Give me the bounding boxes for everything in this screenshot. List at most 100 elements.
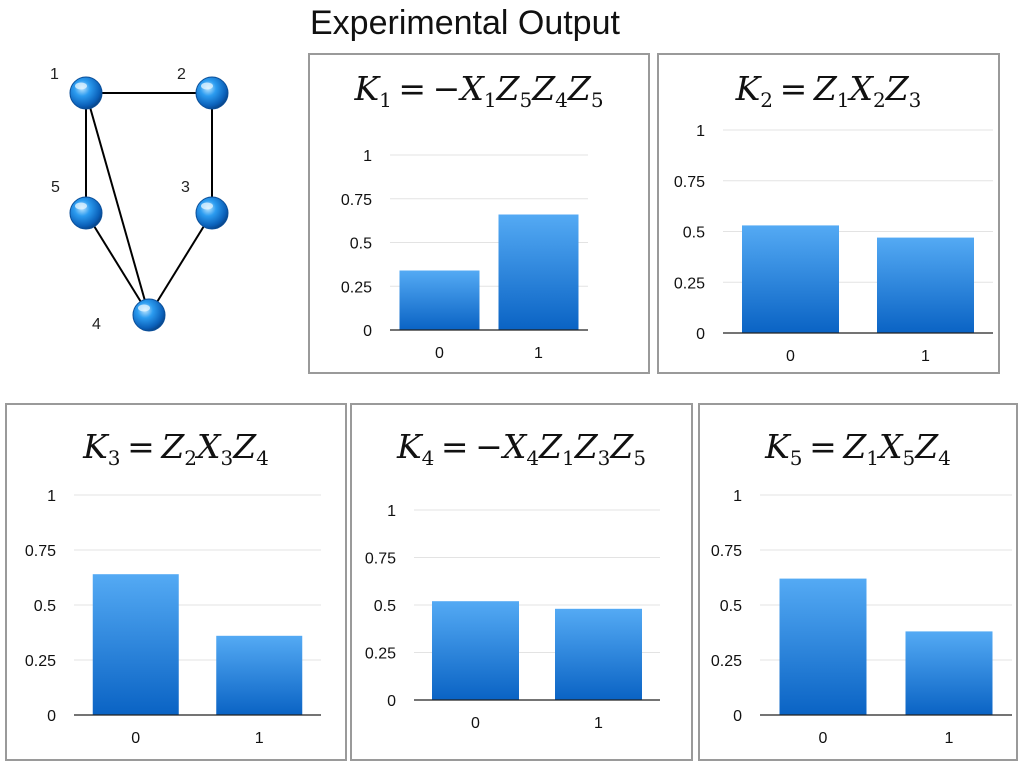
formula-subscript: 2 [184, 446, 197, 470]
x-tick-label: 1 [921, 348, 930, 365]
y-tick-label: 0.25 [674, 275, 705, 292]
y-tick-label: 0.5 [720, 598, 742, 615]
formula-symbol: Z [813, 69, 837, 108]
bar-1 [905, 631, 993, 715]
y-tick-label: 0.5 [34, 598, 56, 615]
graph-node-label-3: 3 [181, 179, 190, 196]
y-tick-label: 0 [733, 708, 742, 725]
bar-0 [779, 578, 867, 715]
formula-subscript: 4 [938, 446, 951, 470]
chart-title: K2 = Z1X2Z3 [659, 69, 998, 112]
y-tick-label: 0.75 [674, 174, 705, 191]
bar-chart: 0 0.25 0.5 0.75 1 0 1 [711, 488, 1012, 747]
formula-symbol: Z [532, 69, 556, 108]
formula-symbol: Z [843, 427, 867, 466]
bar-1 [216, 635, 303, 715]
formula-subscript: 5 [902, 446, 916, 470]
formula-operator: = − [434, 427, 503, 466]
y-tick-label: 0 [363, 323, 372, 340]
y-tick-label: 0.25 [711, 653, 742, 670]
bar-1 [498, 214, 579, 330]
formula-symbol: Z [574, 427, 598, 466]
formula-symbol: K [83, 427, 108, 466]
bar-0 [399, 270, 480, 330]
formula-symbol: Z [885, 69, 909, 108]
chart-panel-k4: K4 = −X4Z1Z3Z5 0 0.25 0.5 0.75 1 0 1 [350, 403, 693, 761]
y-tick-label: 0.25 [365, 646, 396, 663]
formula-operator: = − [391, 69, 461, 108]
y-tick-label: 0.75 [365, 551, 396, 568]
formula-subscript: 5 [519, 88, 533, 112]
y-tick-label: 0 [47, 708, 56, 725]
formula-symbol: Z [233, 427, 257, 466]
formula-symbol: Z [539, 427, 562, 466]
formula-subscript: 4 [526, 446, 540, 470]
chart-panel-k2: K2 = Z1X2Z3 0 0.25 0.5 0.75 1 0 1 [657, 53, 1000, 374]
y-tick-label: 0 [696, 326, 705, 343]
chart-title: K5 = Z1X5Z4 [700, 427, 1016, 470]
formula-operator: = [120, 427, 162, 466]
graph-node-label-4: 4 [92, 316, 101, 333]
formula-symbol: Z [915, 427, 939, 466]
y-tick-label: 1 [696, 123, 705, 140]
y-tick-label: 0.75 [711, 543, 742, 560]
graph-node-highlight [75, 82, 87, 90]
chart-panel-k5: K5 = Z1X5Z4 0 0.25 0.5 0.75 1 0 1 [698, 403, 1018, 761]
x-tick-label: 1 [594, 715, 603, 732]
formula-symbol: K [765, 427, 790, 466]
bar-chart: 0 0.25 0.5 0.75 1 0 1 [674, 123, 993, 365]
graph-node-label-5: 5 [51, 179, 60, 196]
formula-subscript: 1 [866, 446, 879, 470]
graph-node-highlight [75, 202, 87, 210]
formula-subscript: 1 [561, 446, 575, 470]
formula-subscript: 1 [836, 88, 850, 112]
graph-node-highlight [201, 82, 213, 90]
chart-title: K4 = −X4Z1Z3Z5 [352, 427, 691, 470]
x-tick-label: 0 [471, 715, 480, 732]
x-tick-label: 1 [534, 345, 543, 362]
formula-symbol: X [849, 69, 874, 108]
formula-symbol: X [502, 427, 527, 466]
y-tick-label: 0.25 [341, 279, 372, 296]
x-tick-label: 0 [786, 348, 795, 365]
formula-subscript: 4 [421, 446, 435, 470]
formula-subscript: 2 [873, 88, 886, 112]
y-tick-label: 0.5 [350, 236, 372, 253]
formula-symbol: Z [567, 69, 591, 108]
bar-1 [555, 608, 642, 700]
formula-subscript: 3 [220, 446, 234, 470]
bar-chart: 0 0.25 0.5 0.75 1 0 1 [25, 488, 321, 747]
x-tick-label: 1 [255, 730, 264, 747]
formula-subscript: 3 [597, 446, 611, 470]
formula-symbol: K [354, 69, 380, 108]
chart-panel-k1: K1 = −X1Z5Z4Z5 0 0.25 0.5 0.75 1 0 1 [308, 53, 650, 374]
graph-node-2 [195, 76, 229, 110]
formula-subscript: 5 [633, 446, 647, 470]
formula-subscript: 1 [483, 88, 497, 112]
bar-0 [92, 574, 179, 715]
graph-edge-5-4 [85, 212, 150, 316]
graph-node-3 [195, 196, 229, 230]
formula-operator: = [802, 427, 844, 466]
formula-symbol: X [879, 427, 903, 466]
x-tick-label: 0 [131, 730, 140, 747]
bar-0 [432, 601, 519, 700]
y-tick-label: 0.75 [25, 543, 56, 560]
graph-node-highlight [201, 202, 213, 210]
graph-node-label-1: 1 [50, 66, 59, 83]
formula-symbol: Z [496, 69, 520, 108]
x-tick-label: 0 [819, 730, 828, 747]
y-tick-label: 0.5 [374, 598, 396, 615]
graph-node-5 [69, 196, 103, 230]
formula-subscript: 1 [379, 88, 392, 112]
bar-1 [877, 237, 974, 333]
graph-node-label-2: 2 [177, 66, 186, 83]
formula-symbol: X [460, 69, 484, 108]
x-tick-label: 0 [435, 345, 444, 362]
graph-node-4 [132, 298, 166, 332]
formula-symbol: K [396, 427, 422, 466]
figure-title: Experimental Output [310, 4, 620, 42]
formula-operator: = [772, 69, 814, 108]
y-tick-label: 0.5 [683, 225, 705, 242]
y-tick-label: 0.25 [25, 653, 56, 670]
